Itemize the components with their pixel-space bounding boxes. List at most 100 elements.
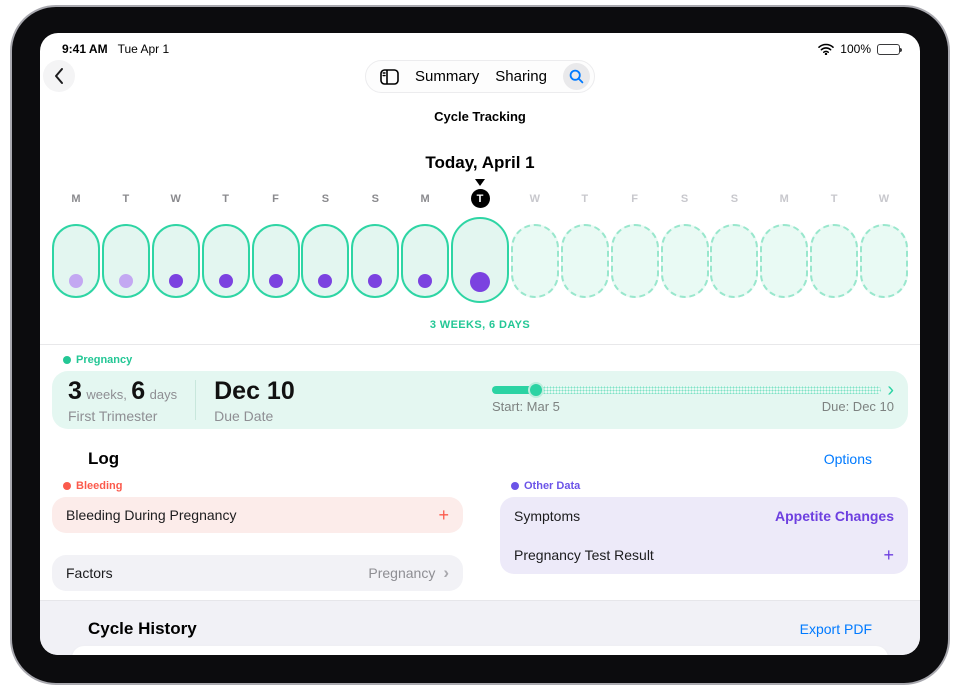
- day-cell-1[interactable]: M: [52, 179, 100, 307]
- search-button[interactable]: [562, 63, 590, 90]
- due-date-value: Dec 10: [214, 376, 295, 405]
- day-letter: T: [581, 193, 589, 205]
- factors-label: Factors: [66, 565, 113, 581]
- other-data-section-label: Other Data: [511, 480, 580, 492]
- pregnancy-log-dot-icon: [118, 274, 133, 288]
- day-letter: W: [170, 193, 181, 205]
- pregnancy-duration: 3 weeks, 6 days First Trimester: [68, 377, 177, 424]
- log-header: Log Options: [88, 449, 872, 469]
- add-bleeding-button[interactable]: +: [438, 505, 449, 525]
- pregnancy-log-dot-icon: [69, 274, 83, 288]
- page-title: Cycle Tracking: [434, 109, 526, 124]
- day-oval[interactable]: [251, 224, 300, 298]
- status-bar: 9:41 AM Tue Apr 1 100%: [62, 41, 902, 57]
- pregnancy-test-row[interactable]: Pregnancy Test Result +: [500, 536, 908, 575]
- red-dot-icon: [63, 482, 71, 490]
- day-letter: F: [631, 193, 638, 205]
- add-pregnancy-test-button[interactable]: +: [883, 544, 894, 565]
- back-button[interactable]: [43, 60, 75, 92]
- pregnancy-summary-card[interactable]: 3 weeks, 6 days First Trimester Dec 10 D…: [52, 371, 908, 429]
- status-date: Tue Apr 1: [117, 42, 170, 56]
- tab-summary[interactable]: Summary: [415, 68, 480, 85]
- day-oval[interactable]: [560, 224, 609, 298]
- pregnancy-log-dot-icon: [218, 274, 233, 288]
- card-divider: [195, 380, 197, 420]
- due-date: Dec 10 Due Date: [214, 377, 295, 424]
- bleeding-during-pregnancy-row[interactable]: Bleeding During Pregnancy +: [52, 497, 463, 533]
- cycle-history-section: Cycle History Export PDF: [40, 600, 920, 655]
- day-cell-7[interactable]: S: [351, 179, 400, 307]
- day-cell-13[interactable]: S: [660, 179, 709, 307]
- day-cell-4[interactable]: T: [201, 179, 250, 307]
- day-oval[interactable]: [351, 224, 400, 298]
- app-screen: 9:41 AM Tue Apr 1 100% Summary: [40, 33, 920, 655]
- day-cell-14[interactable]: S: [710, 179, 759, 307]
- day-oval[interactable]: [451, 217, 509, 303]
- pregnancy-log-dot-icon: [318, 274, 333, 288]
- day-cell-5[interactable]: F: [251, 179, 300, 307]
- day-cell-11[interactable]: T: [560, 179, 609, 307]
- battery-icon: [877, 43, 902, 55]
- current-date-title: Today, April 1: [425, 153, 535, 172]
- other-data-card: Symptoms Appetite Changes Pregnancy Test…: [500, 497, 908, 574]
- pregnancy-duration-caption: 3 WEEKS, 6 DAYS: [429, 319, 531, 331]
- day-letter: W: [878, 193, 890, 205]
- pregnancy-section-label-text: Pregnancy: [76, 354, 133, 366]
- bleeding-item-label: Bleeding During Pregnancy: [66, 507, 237, 523]
- day-letter: W: [529, 193, 541, 205]
- battery-percent: 100%: [840, 42, 871, 56]
- day-oval[interactable]: [860, 224, 908, 298]
- bleeding-label-text: Bleeding: [76, 480, 123, 492]
- day-oval[interactable]: [52, 224, 100, 298]
- day-cell-3[interactable]: W: [151, 179, 200, 307]
- day-cell-8[interactable]: M: [401, 179, 450, 307]
- cycle-history-card[interactable]: [72, 646, 888, 655]
- day-cell-2[interactable]: T: [101, 179, 150, 307]
- symptoms-row[interactable]: Symptoms Appetite Changes: [500, 497, 908, 536]
- chevron-left-icon: [53, 67, 65, 85]
- wifi-icon: [818, 43, 835, 55]
- day-oval[interactable]: [510, 224, 559, 298]
- trimester-label: First Trimester: [68, 407, 158, 424]
- teal-dot-icon: [63, 356, 71, 364]
- pregnancy-log-dot-icon: [368, 274, 383, 288]
- day-oval[interactable]: [101, 224, 150, 298]
- day-cell-9[interactable]: T: [451, 179, 509, 306]
- day-cell-16[interactable]: T: [810, 179, 859, 307]
- day-oval[interactable]: [201, 224, 250, 298]
- pregnancy-progress: › Start: Mar 5 Due: Dec 10: [492, 379, 894, 414]
- options-link[interactable]: Options: [823, 451, 872, 467]
- pregnancy-test-label: Pregnancy Test Result: [514, 546, 654, 563]
- tab-sharing[interactable]: Sharing: [495, 68, 547, 85]
- pregnancy-log-dot-icon: [470, 272, 490, 292]
- day-cell-17[interactable]: W: [860, 179, 908, 307]
- progress-track: [492, 384, 882, 396]
- export-pdf-link[interactable]: Export PDF: [799, 621, 872, 637]
- symptoms-value[interactable]: Appetite Changes: [774, 508, 894, 525]
- day-cell-6[interactable]: S: [301, 179, 350, 307]
- day-letter: F: [272, 193, 279, 205]
- day-oval[interactable]: [760, 224, 809, 298]
- factors-row[interactable]: Factors Pregnancy ›: [52, 555, 463, 591]
- progress-start-label: Start: Mar 5: [492, 399, 560, 414]
- section-divider: [40, 344, 920, 345]
- today-day-letter: T: [470, 189, 490, 208]
- day-cell-12[interactable]: F: [610, 179, 659, 307]
- day-oval[interactable]: [301, 224, 350, 298]
- day-oval[interactable]: [610, 224, 659, 298]
- days-value: 6: [131, 376, 146, 405]
- day-oval[interactable]: [401, 224, 450, 298]
- day-oval[interactable]: [710, 224, 759, 298]
- day-letter: S: [321, 193, 330, 205]
- day-letter: S: [680, 193, 689, 205]
- day-oval[interactable]: [660, 224, 709, 298]
- day-cell-15[interactable]: M: [760, 179, 809, 307]
- purple-dot-icon: [511, 482, 519, 490]
- chevron-right-icon[interactable]: ›: [887, 379, 894, 401]
- day-letter: S: [371, 193, 379, 205]
- day-cell-10[interactable]: W: [510, 179, 559, 307]
- sidebar-toggle-button[interactable]: [380, 68, 399, 85]
- day-oval[interactable]: [151, 224, 200, 298]
- day-oval[interactable]: [810, 224, 859, 298]
